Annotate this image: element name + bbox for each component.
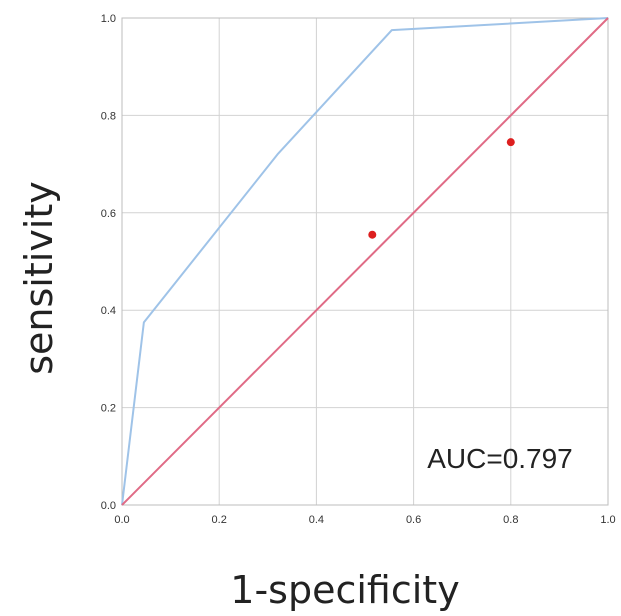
y-tick-labels: 0.0 0.2 0.4 0.6 0.8 1.0 [101,13,116,512]
y-tick-label: 0.6 [101,208,116,220]
x-axis-title: 1-specificity [230,568,459,612]
x-tick-label: 0.8 [503,514,518,526]
reference-diagonal-line [121,17,609,506]
auc-annotation: AUC=0.797 [427,443,573,474]
plot-frame [121,17,609,506]
x-tick-label: 0.6 [406,514,421,526]
y-tick-label: 0.4 [101,305,116,317]
x-tick-label: 1.0 [600,514,615,526]
scatter-point [506,138,515,147]
y-axis-title: sensitivity [17,181,61,375]
y-tick-label: 0.2 [101,403,116,415]
grid [121,17,609,506]
scatter-point [368,230,377,239]
x-tick-label: 0.2 [212,514,227,526]
x-tick-labels: 0.0 0.2 0.4 0.6 0.8 1.0 [114,514,615,526]
series-layer [121,17,609,506]
y-tick-label: 0.0 [101,500,116,512]
y-tick-label: 0.8 [101,110,116,122]
x-tick-label: 0.0 [114,514,129,526]
x-tick-label: 0.4 [309,514,324,526]
y-tick-label: 1.0 [101,13,116,25]
roc-curve-line [121,17,609,506]
